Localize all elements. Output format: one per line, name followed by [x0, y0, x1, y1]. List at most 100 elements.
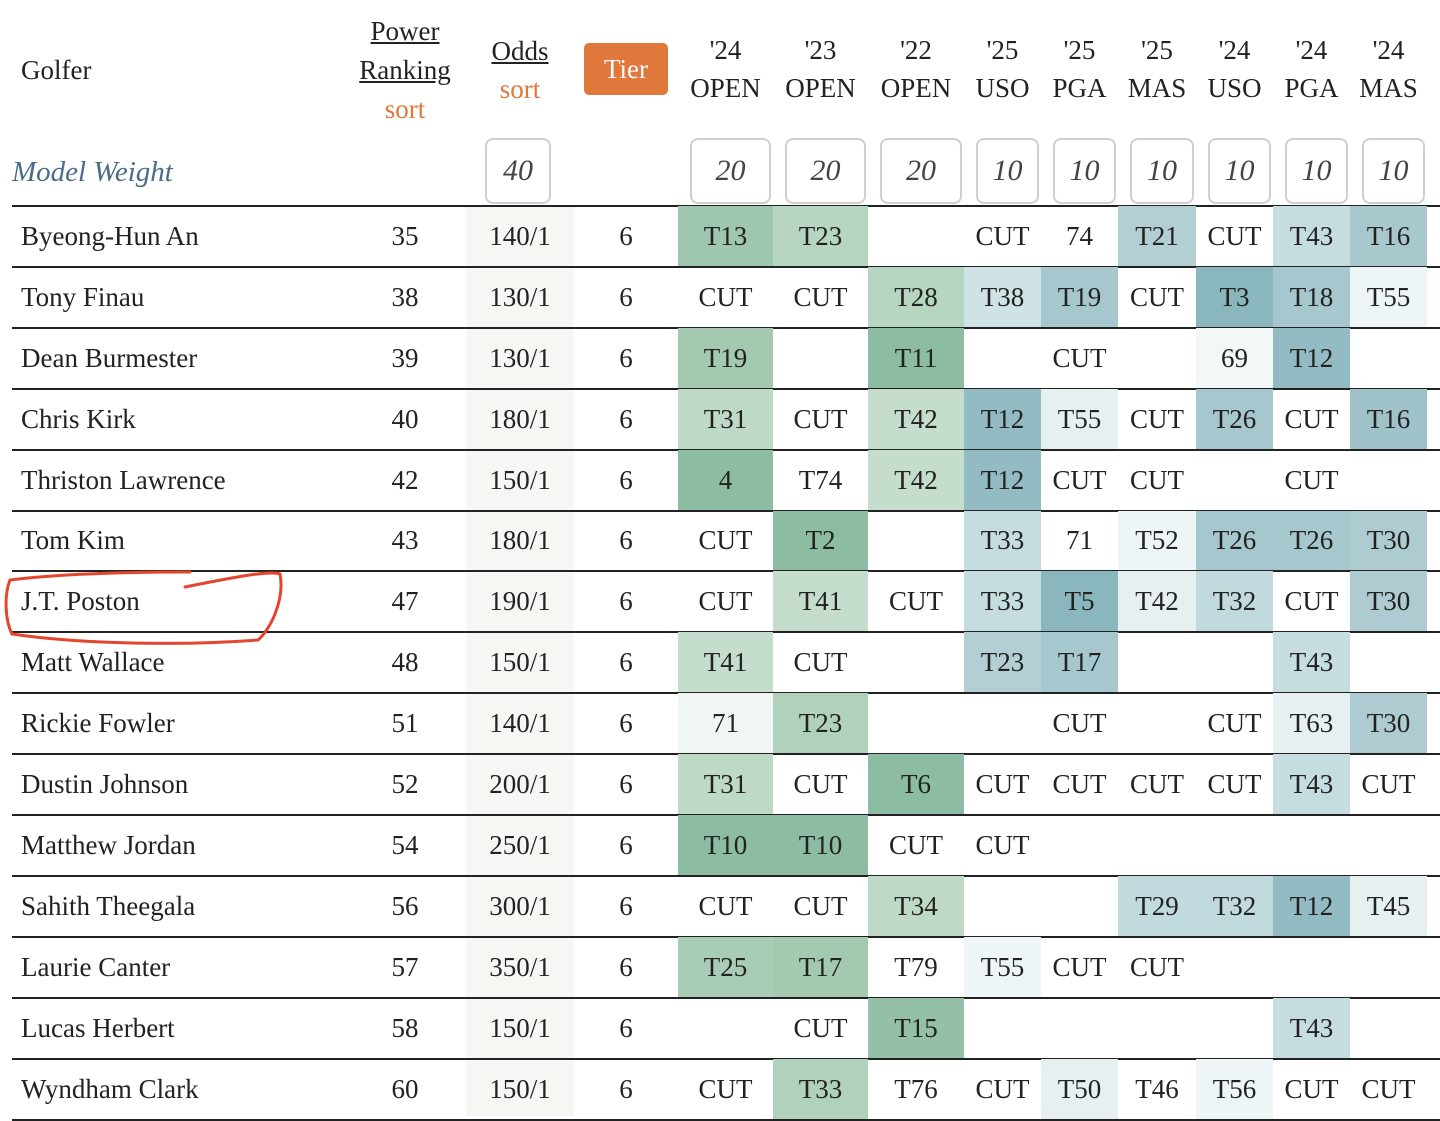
- odds: 150/1: [489, 647, 551, 678]
- result-cell: T43: [1273, 632, 1350, 694]
- odds-column-bg: [466, 206, 574, 1116]
- tier-button[interactable]: Tier: [584, 43, 668, 95]
- result-cell: T29: [1118, 875, 1196, 937]
- odds: 140/1: [489, 220, 551, 251]
- row-divider: [12, 265, 1440, 268]
- result-cell: T42: [868, 449, 964, 511]
- weight-input[interactable]: 20: [880, 138, 962, 204]
- power-rank: 58: [391, 1012, 419, 1043]
- result-cell: CUT: [793, 1012, 848, 1043]
- result-cell: [1196, 815, 1273, 876]
- weight-input[interactable]: 10: [1053, 138, 1116, 204]
- result-cell: CUT: [1130, 769, 1184, 800]
- result-cell: T6: [868, 754, 964, 815]
- result-cell: CUT: [1052, 769, 1107, 800]
- row-divider: [12, 570, 1440, 573]
- weight-input[interactable]: 40: [485, 138, 551, 204]
- odds: 300/1: [489, 890, 551, 921]
- result-cell: T28: [868, 266, 964, 328]
- result-cell: CUT: [1284, 464, 1339, 495]
- event-year: '24: [1295, 34, 1328, 65]
- weight-input[interactable]: 20: [785, 138, 866, 204]
- result-cell: T33: [964, 571, 1041, 633]
- weight-input[interactable]: 10: [1362, 138, 1425, 204]
- result-cell: CUT: [975, 220, 1030, 251]
- result-cell: CUT: [1052, 464, 1107, 495]
- result-cell: [1041, 998, 1118, 1059]
- result-cell: CUT: [1284, 586, 1339, 617]
- result-cell: [964, 328, 1041, 389]
- result-cell: [1196, 998, 1273, 1059]
- header-odds[interactable]: Odds: [491, 35, 549, 66]
- result-cell: T15: [868, 997, 964, 1059]
- result-cell: T42: [1118, 571, 1196, 633]
- result-cell: T3: [1196, 266, 1273, 328]
- result-cell: T79: [894, 951, 938, 982]
- weight-input[interactable]: 10: [1285, 138, 1348, 204]
- event-name: PGA: [1052, 72, 1107, 103]
- result-cell: CUT: [1207, 220, 1262, 251]
- weight-input[interactable]: 20: [690, 138, 771, 204]
- golfer-name: Rickie Fowler: [21, 708, 175, 739]
- result-cell: T55: [1350, 266, 1427, 328]
- weight-input[interactable]: 10: [1130, 138, 1194, 204]
- golfer-name: Lucas Herbert: [21, 1012, 175, 1043]
- result-cell: T11: [868, 327, 964, 389]
- result-cell: T31: [678, 754, 773, 815]
- result-cell: T12: [1273, 327, 1350, 389]
- sort-power[interactable]: sort: [384, 93, 426, 124]
- result-cell: T56: [1196, 1058, 1273, 1120]
- event-year: '25: [1063, 34, 1096, 65]
- result-cell: T30: [1350, 571, 1427, 633]
- result-cell: T23: [773, 206, 868, 267]
- event-name: OPEN: [690, 72, 761, 103]
- odds: 140/1: [489, 708, 551, 739]
- header-power-ranking[interactable]: Power Ranking: [359, 16, 451, 85]
- odds: 190/1: [489, 586, 551, 617]
- golfer-name: J.T. Poston: [21, 586, 140, 617]
- result-cell: [1350, 328, 1427, 389]
- power-rank: 42: [391, 464, 419, 495]
- result-cell: [773, 328, 868, 389]
- result-cell: T76: [894, 1073, 938, 1104]
- event-name: USO: [975, 72, 1030, 103]
- golfer-name: Thriston Lawrence: [21, 464, 226, 495]
- power-rank: 35: [391, 220, 419, 251]
- result-cell: T30: [1350, 693, 1427, 755]
- result-cell: T63: [1273, 693, 1350, 755]
- golfer-name: Sahith Theegala: [21, 890, 196, 921]
- result-cell: CUT: [1130, 951, 1184, 982]
- result-cell: CUT: [1361, 769, 1416, 800]
- result-cell: T43: [1273, 206, 1350, 267]
- result-cell: [868, 632, 964, 693]
- tier: 6: [619, 951, 633, 982]
- result-cell: [1196, 632, 1273, 693]
- result-cell: [868, 511, 964, 572]
- tier: 6: [619, 586, 633, 617]
- event-year: '23: [804, 34, 837, 65]
- golfer-name: Dustin Johnson: [21, 769, 189, 800]
- result-cell: [1118, 998, 1196, 1059]
- result-cell: T18: [1273, 266, 1350, 328]
- weight-input[interactable]: 10: [976, 138, 1039, 204]
- weight-input[interactable]: 10: [1208, 138, 1271, 204]
- sort-odds[interactable]: sort: [499, 73, 541, 104]
- odds: 250/1: [489, 829, 551, 860]
- result-cell: CUT: [1052, 342, 1107, 373]
- result-cell: CUT: [793, 647, 848, 678]
- result-cell: [678, 998, 773, 1059]
- result-cell: T19: [1041, 266, 1118, 328]
- result-cell: T55: [1041, 388, 1118, 450]
- odds: 130/1: [489, 281, 551, 312]
- event-year: '24: [709, 34, 742, 65]
- result-cell: CUT: [793, 403, 848, 434]
- golfer-name: Matthew Jordan: [21, 829, 196, 860]
- result-cell: T45: [1350, 875, 1427, 937]
- event-year: '24: [1218, 34, 1251, 65]
- golfer-name: Byeong-Hun An: [21, 220, 199, 251]
- power-rank: 60: [391, 1073, 419, 1104]
- event-name: MAS: [1127, 72, 1187, 103]
- event-name: PGA: [1284, 72, 1339, 103]
- result-cell: [1350, 998, 1427, 1059]
